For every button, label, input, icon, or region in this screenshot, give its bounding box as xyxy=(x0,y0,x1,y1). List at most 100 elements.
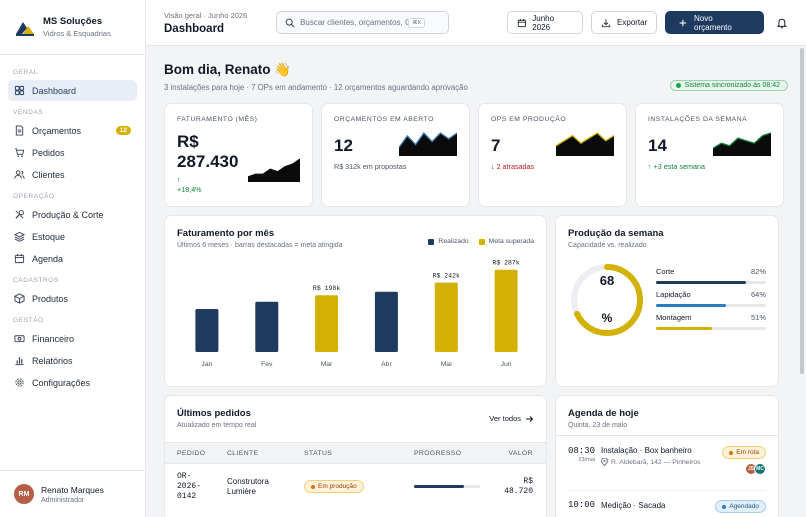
user-role: Administrador xyxy=(41,496,85,504)
greeting-row: Bom dia, Renato 👋 3 instalações para hoj… xyxy=(164,62,788,96)
x-tick-label: Jan xyxy=(201,361,212,368)
kpi-sparkline xyxy=(248,158,300,182)
sidebar-item-produtos[interactable]: Produtos xyxy=(8,288,137,309)
calendar-icon xyxy=(14,253,25,264)
page-title: Dashboard xyxy=(164,22,225,35)
production-row: Corte 82% xyxy=(656,267,766,284)
revenue-bar-chart: Jan Fev Mar R$ 198k Abr Mai R$ 242k Jun R$ 287k xyxy=(195,260,520,368)
sidebar: MS Soluções Vidros & Esquadrias GERAL Das… xyxy=(0,0,146,517)
order-value-line: R$ xyxy=(523,477,533,486)
chart-bar[interactable] xyxy=(255,301,279,352)
nav-group-label: OPERAÇÃO xyxy=(13,193,55,200)
x-tick-label: Jun xyxy=(501,361,512,368)
agenda-item[interactable]: 10:00 Medição · Sacada Agendado xyxy=(568,500,766,517)
sidebar-item-dashboard[interactable]: Dashboard xyxy=(8,80,137,101)
production-row: Montagem 51% xyxy=(656,313,766,330)
sidebar-item-label: Orçamentos xyxy=(32,125,82,136)
sidebar-item-label: Configurações xyxy=(32,377,91,388)
order-id: OR- 2026- 0142 xyxy=(177,472,201,502)
agenda-status: Em rota xyxy=(722,446,766,459)
production-progress-fill xyxy=(656,304,727,307)
sidebar-item-configuracoes[interactable]: Configurações xyxy=(8,372,137,393)
bar-data-label: R$ 198k xyxy=(313,285,340,292)
kpi-value: R$ 287.430 xyxy=(177,132,300,172)
topbar: Visão geral · Junho 2026 Dashboard ⌘K Ju… xyxy=(146,0,806,46)
bottom-row: Últimos pedidos Atualizado em tempo real… xyxy=(164,395,788,517)
new-quote-button-label: Novo orçamento xyxy=(694,13,732,32)
sidebar-item-orcamentos[interactable]: Orçamentos 12 xyxy=(8,120,137,141)
new-quote-button[interactable]: Novo orçamento xyxy=(665,11,765,34)
nav-group-label: CADASTROS xyxy=(13,277,59,284)
legend-swatch-meta xyxy=(478,238,485,245)
col-header-progresso: PROGRESSO xyxy=(414,450,462,457)
chart-bar[interactable] xyxy=(494,269,518,352)
brand[interactable]: MS Soluções Vidros & Esquadrias xyxy=(0,0,145,50)
charts-row: Faturamento por mês Últimos 6 meses · ba… xyxy=(164,215,788,387)
sparkline-line xyxy=(399,131,457,148)
period-button[interactable]: Junho 2026 xyxy=(506,11,584,34)
chart-bar[interactable] xyxy=(195,309,219,352)
order-client-line: Construtora xyxy=(227,477,269,486)
kpi-label: ORÇAMENTOS EM ABERTO xyxy=(334,116,434,123)
gauge-value: 68 xyxy=(599,273,615,288)
sidebar-item-label: Estoque xyxy=(32,231,66,242)
search-input[interactable] xyxy=(300,18,409,27)
table-row[interactable]: OR- 2026- 0142 Construtora Lumière Em pr… xyxy=(165,464,546,512)
col-header-cliente: CLIENTE xyxy=(227,450,259,457)
greeting-subtitle: 3 instalações para hoje · 7 OPs em andam… xyxy=(164,83,468,92)
sparkline-line xyxy=(713,132,771,149)
order-progress-bar xyxy=(414,485,480,488)
document-icon xyxy=(14,125,25,136)
gauge-unit: % xyxy=(601,311,613,325)
bell-icon[interactable] xyxy=(776,17,788,29)
sidebar-item-pedidos[interactable]: Pedidos xyxy=(8,142,137,163)
sidebar-item-financeiro[interactable]: Financeiro xyxy=(8,328,137,349)
agenda-card: Agenda de hoje Quinta, 23 de maio 08:30 … xyxy=(555,395,779,517)
kpi-card[interactable]: INSTALAÇÕES DA SEMANA 14 ↑ +3 esta semana xyxy=(635,103,784,207)
sidebar-item-relatorios[interactable]: Relatórios xyxy=(8,350,137,371)
sidebar-item-clientes[interactable]: Clientes xyxy=(8,164,137,185)
revenue-chart-card: Faturamento por mês Últimos 6 meses · ba… xyxy=(164,215,547,387)
plus-icon xyxy=(679,19,687,26)
brand-subtitle: Vidros & Esquadrias xyxy=(43,29,111,38)
order-client-line: Lumière xyxy=(227,487,256,496)
agenda-avatars: JS MC xyxy=(745,463,766,475)
banknote-icon xyxy=(14,333,25,344)
sidebar-item-estoque[interactable]: Estoque xyxy=(8,226,137,247)
sidebar-divider xyxy=(0,54,145,55)
see-all-label: Ver todos xyxy=(489,414,521,423)
user-profile[interactable]: RM Renato Marques Administrador xyxy=(0,470,145,517)
kpi-card[interactable]: ORÇAMENTOS EM ABERTO 12 R$ 312k em propost… xyxy=(321,103,470,207)
kpi-subtext: R$ 312k em propostas xyxy=(334,162,407,171)
x-tick-label: Mai xyxy=(441,361,452,368)
sync-status-badge: Sistema sincronizado às 08:42 xyxy=(669,80,788,91)
production-card: Produção da semana Capacidade vs. realiz… xyxy=(555,215,779,387)
orders-title: Últimos pedidos xyxy=(177,408,251,419)
see-all-link[interactable]: Ver todos xyxy=(489,414,534,423)
kpi-card[interactable]: FATURAMENTO (MÊS) R$ 287.430 ↑ +18,4% xyxy=(164,103,313,207)
order-id-line: 0142 xyxy=(177,492,197,501)
sidebar-item-label: Produtos xyxy=(32,293,69,304)
calendar-icon xyxy=(517,18,526,27)
production-row-pct: 64% xyxy=(750,290,766,299)
period-button-label: Junho 2026 xyxy=(532,13,555,32)
status-dot-icon xyxy=(311,484,315,489)
sidebar-item-agenda[interactable]: Agenda xyxy=(8,248,137,269)
production-row-label: Lapidação xyxy=(656,290,691,299)
agenda-item[interactable]: 08:30 23/mai Instalação · Box banheiro R… xyxy=(568,446,766,486)
agenda-item-title: Instalação · Box banheiro xyxy=(601,446,692,455)
agenda-divider xyxy=(568,490,766,491)
sync-status-text: Sistema sincronizado às 08:42 xyxy=(684,82,780,89)
search-box[interactable]: ⌘K xyxy=(276,11,449,34)
sidebar-item-producao-corte[interactable]: Produção & Corte xyxy=(8,204,137,225)
kpi-value: 7 xyxy=(491,136,501,155)
chart-bar[interactable] xyxy=(434,282,458,352)
export-button[interactable]: Exportar xyxy=(591,11,658,34)
chart-bar[interactable] xyxy=(315,295,339,352)
kpi-card[interactable]: OPS EM PRODUÇÃO 7 ↓ 2 atrasadas xyxy=(478,103,627,207)
kpi-cards: FATURAMENTO (MÊS) R$ 287.430 ↑ +18,4% ORÇAMEN… xyxy=(164,103,788,207)
scrollbar-thumb[interactable] xyxy=(800,48,804,374)
sidebar-item-label: Relatórios xyxy=(32,355,73,366)
chart-bar[interactable] xyxy=(374,291,398,352)
kpi-label: OPS EM PRODUÇÃO xyxy=(491,116,567,123)
